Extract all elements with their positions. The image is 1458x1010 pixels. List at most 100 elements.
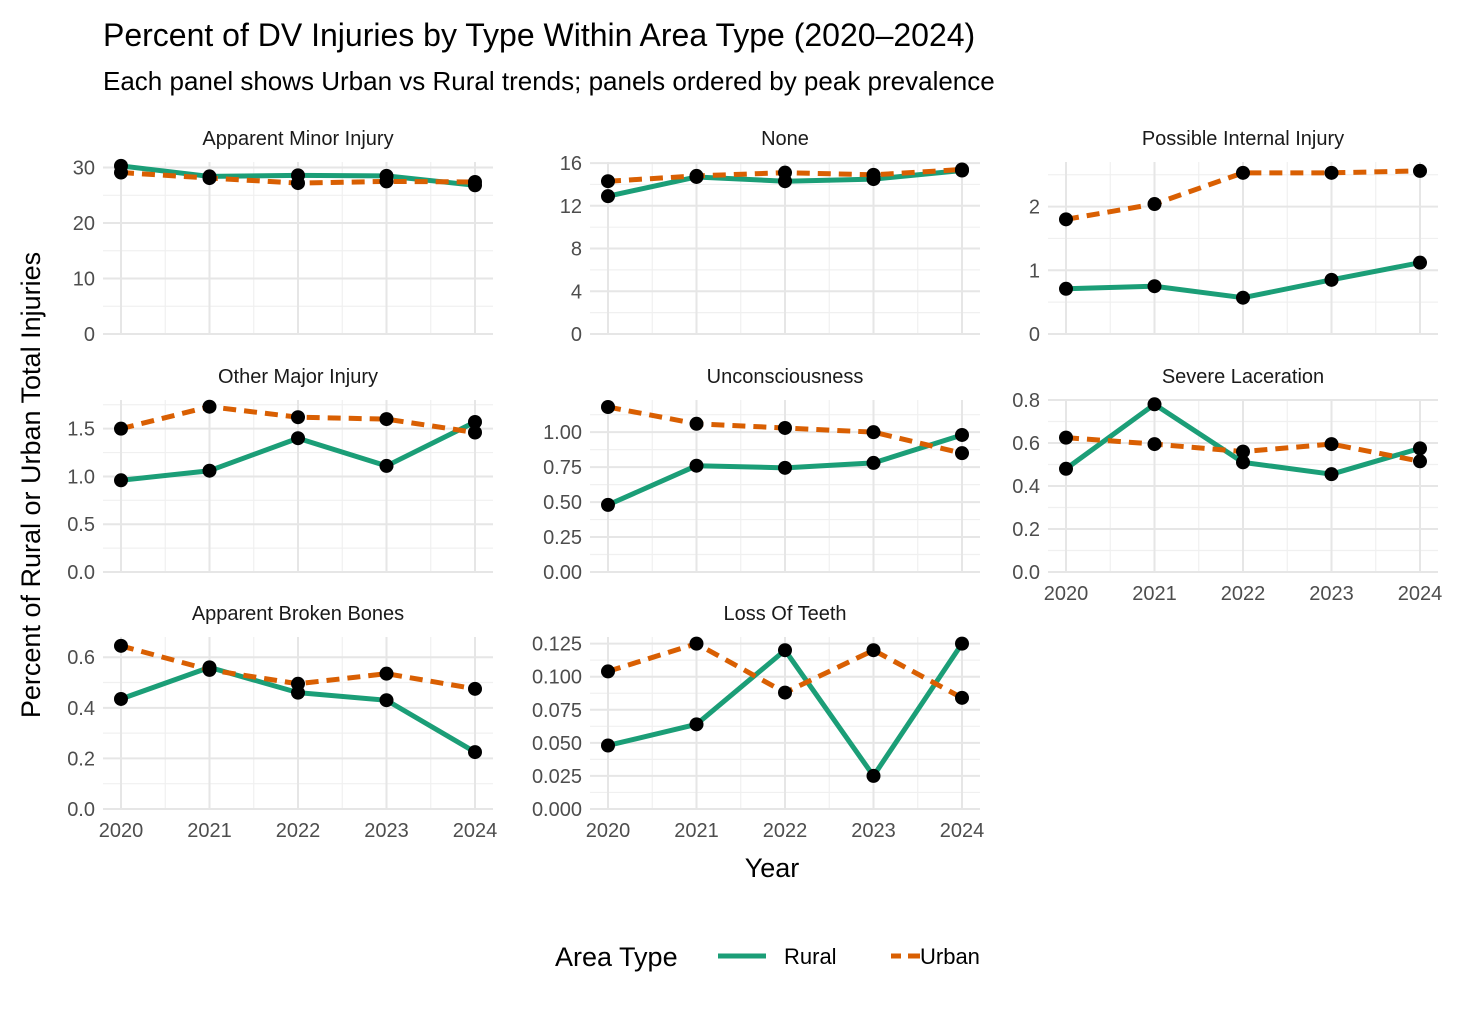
chart-title: Percent of DV Injuries by Type Within Ar… <box>103 17 975 53</box>
legend-items: Rural Urban <box>718 944 980 969</box>
point-urban <box>202 171 217 186</box>
point-urban <box>955 446 969 461</box>
point-rural <box>778 460 792 475</box>
point-rural <box>1147 279 1162 294</box>
point-urban <box>114 421 128 436</box>
point-urban <box>955 690 969 705</box>
y-tick-label: 0.4 <box>1012 476 1040 498</box>
point-urban <box>601 399 615 414</box>
point-rural <box>202 463 217 478</box>
x-tick-label: 2023 <box>364 820 409 842</box>
x-tick-label: 2020 <box>99 820 144 842</box>
legend-item-urban: Urban <box>891 944 980 969</box>
x-tick-label: 2024 <box>453 820 498 842</box>
y-tick-label: 0.00 <box>543 562 582 584</box>
series-line-urban <box>1065 168 1421 222</box>
x-tick-label: 2023 <box>1309 583 1354 605</box>
point-rural <box>1059 461 1073 476</box>
panel-title: Other Major Injury <box>218 366 378 388</box>
point-rural <box>468 414 482 429</box>
y-tick-label: 0 <box>1029 324 1040 346</box>
point-rural <box>601 738 615 753</box>
point-rural <box>1413 441 1427 456</box>
point-urban <box>1147 197 1162 212</box>
point-urban <box>1413 454 1427 469</box>
y-tick-label: 0.100 <box>532 667 582 689</box>
point-urban <box>1236 165 1250 180</box>
y-tick-label: 0.8 <box>1012 390 1040 412</box>
point-urban <box>468 174 482 189</box>
point-urban <box>468 425 482 440</box>
y-tick-label: 20 <box>73 213 95 235</box>
point-urban <box>1059 430 1073 445</box>
y-tick-label: 0.5 <box>67 514 95 536</box>
y-tick-label: 8 <box>571 239 582 261</box>
y-tick-label: 0.125 <box>532 634 582 656</box>
point-rural <box>778 643 792 658</box>
y-tick-label: 0 <box>84 324 95 346</box>
point-rural <box>291 431 305 446</box>
point-urban <box>601 664 615 679</box>
y-tick-label: 1.00 <box>543 422 582 444</box>
x-axis-label: Year <box>745 853 800 883</box>
point-urban <box>291 176 305 191</box>
point-urban <box>1324 437 1339 452</box>
point-urban <box>379 666 394 681</box>
point-urban <box>778 165 792 180</box>
x-tick-label: 2022 <box>763 820 808 842</box>
point-urban <box>689 636 704 651</box>
y-tick-label: 0.2 <box>67 748 95 770</box>
panel-title: Loss Of Teeth <box>723 603 846 625</box>
panel-title: Unconsciousness <box>707 366 864 388</box>
point-urban <box>1324 165 1339 180</box>
point-urban <box>468 681 482 696</box>
point-rural <box>1324 272 1339 287</box>
point-urban <box>866 425 881 440</box>
panel-severe-laceration: 0.0 0.2 0.4 0.6 0.8 2020 2021 2022 2023 2024 Sever… <box>1012 366 1442 605</box>
y-tick-label: 0.000 <box>532 799 582 821</box>
y-tick-label: 0.075 <box>532 700 582 722</box>
point-urban <box>601 174 615 189</box>
legend-label: Urban <box>920 944 980 969</box>
point-rural <box>114 473 128 488</box>
point-urban <box>1147 437 1162 452</box>
y-tick-label: 0.0 <box>67 562 95 584</box>
x-tick-label: 2021 <box>187 820 232 842</box>
y-tick-label: 0.025 <box>532 766 582 788</box>
series-line-urban <box>120 643 476 692</box>
y-tick-label: 30 <box>73 158 95 180</box>
panel-apparent-minor-injury: 0 10 20 30 Apparent Minor Injury <box>73 128 493 346</box>
point-rural <box>1324 467 1339 482</box>
panel-other-major-injury: 0.0 0.5 1.0 1.5 Other Major Injury <box>67 366 493 584</box>
point-urban <box>778 420 792 435</box>
y-tick-label: 0.2 <box>1012 519 1040 541</box>
point-rural <box>114 691 128 706</box>
point-urban <box>291 676 305 691</box>
x-tick-label: 2022 <box>276 820 321 842</box>
point-urban <box>955 162 969 177</box>
y-tick-label: 4 <box>571 281 582 303</box>
point-urban <box>1413 163 1427 178</box>
point-rural <box>689 717 704 732</box>
point-rural <box>1059 281 1073 296</box>
y-tick-label: 0 <box>571 324 582 346</box>
x-tick-label: 2021 <box>1132 583 1177 605</box>
point-rural <box>689 458 704 473</box>
legend-label: Rural <box>784 944 837 969</box>
chart-subtitle: Each panel shows Urban vs Rural trends; … <box>103 66 995 96</box>
x-tick-label: 2020 <box>586 820 631 842</box>
x-tick-label: 2024 <box>1398 583 1443 605</box>
point-rural <box>601 189 615 204</box>
point-urban <box>114 638 128 653</box>
point-urban <box>202 399 217 414</box>
y-axis-label: Percent of Rural or Urban Total Injuries <box>16 252 46 718</box>
panel-title: Apparent Broken Bones <box>192 603 404 625</box>
y-tick-label: 12 <box>560 196 582 218</box>
point-rural <box>866 455 881 470</box>
point-urban <box>778 685 792 700</box>
y-tick-label: 0.50 <box>543 492 582 514</box>
point-urban <box>379 174 394 189</box>
y-tick-label: 0.050 <box>532 733 582 755</box>
y-tick-label: 0.4 <box>67 698 95 720</box>
